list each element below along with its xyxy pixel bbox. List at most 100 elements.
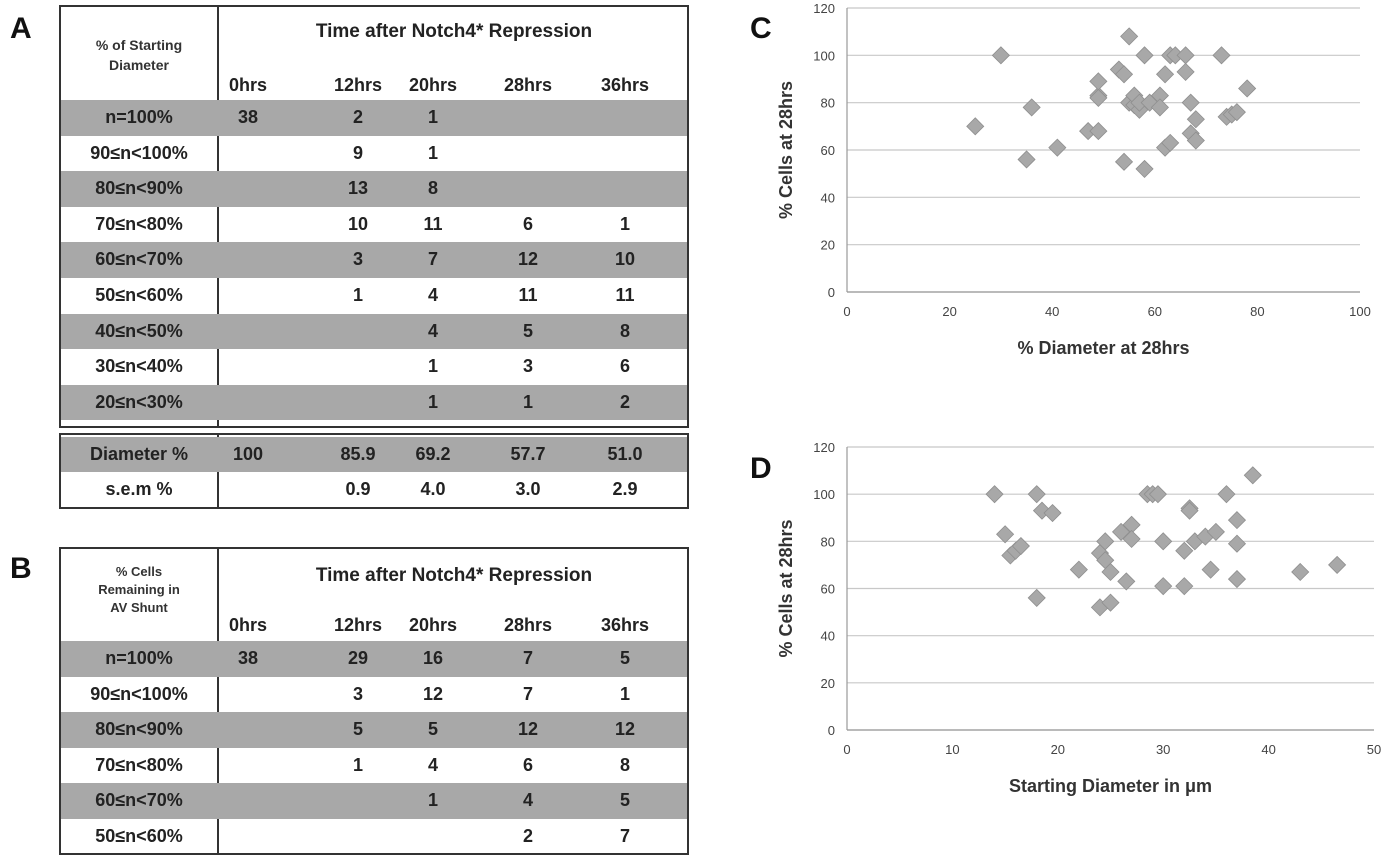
table-row: 80≤n<90% 5 5 12 12 [61,712,687,748]
table-cell: 100 [232,444,264,464]
row-label: 70≤n<80% [95,213,183,234]
table-cell [580,171,670,207]
x-tick-label: 30 [1156,742,1170,757]
x-tick-label: 20 [1051,742,1065,757]
row-label: 90≤n<100% [90,683,188,704]
x-tick-label: 0 [843,304,850,319]
data-point [1027,485,1046,504]
table-cell [483,100,573,136]
table-cell: 2 [619,391,630,412]
x-tick-label: 20 [942,304,956,319]
table-cell: 7 [619,825,630,846]
data-point [1154,577,1173,596]
row-label: n=100% [105,648,173,668]
x-tick-label: 40 [1261,742,1275,757]
table-row: s.e.m % 0.9 4.0 3.0 2.9 [61,472,687,507]
table-cell: 69.2 [415,444,451,464]
table-cell: 3 [352,249,363,270]
data-point [1096,532,1115,551]
data-point [1032,501,1052,520]
table-cell [203,349,293,385]
table-cell: 6 [619,356,630,377]
data-point [1027,588,1046,607]
table-cell: 4.0 [420,479,446,499]
data-point [1175,577,1194,596]
table-cell: 5 [619,648,630,668]
data-point [1154,532,1173,551]
table-title: Time after Notch4* Repression [315,565,593,586]
table-cell [203,242,293,278]
x-tick-label: 100 [1349,304,1371,319]
data-point [1143,485,1162,504]
table-row: 30≤n<40% 1 3 6 [61,349,687,385]
row-label: 80≤n<90% [95,178,183,199]
data-point [1161,133,1180,152]
y-tick-label: 100 [813,487,835,502]
data-point [1001,546,1020,565]
data-point [1117,572,1136,591]
table-cell: 4 [427,285,438,305]
data-point [1111,522,1131,541]
data-point [1120,93,1139,112]
y-axis-label: % Cells at 28hrs [776,81,796,219]
time-column-header: 28hrs [503,75,553,95]
time-column-header: 12hrs [333,75,383,95]
data-point [1048,138,1067,157]
table-cell: 2 [522,825,533,846]
y-tick-label: 80 [821,96,835,111]
table-cell: 1 [427,391,438,412]
time-column-header: 20hrs [408,75,458,95]
header-label-line: % of Starting [95,37,183,53]
table-title: Time after Notch4* Repression [315,21,593,42]
data-point [1109,60,1128,79]
table-cell: 1 [427,790,438,810]
data-point [1238,79,1257,98]
table-cell [203,712,293,748]
data-point [1130,100,1149,119]
table-cell: 8 [619,754,630,775]
data-point [1120,27,1139,46]
table-row: Diameter % 100 85.9 69.2 57.7 51.0 [61,437,687,472]
data-point [991,46,1010,65]
table-cell: 11 [518,285,538,305]
data-point [1125,95,1144,115]
table-cell [203,207,293,243]
y-tick-label: 40 [821,629,835,644]
data-point [1079,122,1098,141]
table-cell: 12 [422,683,444,704]
diameter-table: % of Starting Diameter Time after Notch4… [59,5,689,428]
data-point [1069,560,1088,579]
row-label: 80≤n<90% [95,719,183,739]
data-point [1011,536,1030,556]
table-cell: 7 [522,683,533,704]
time-column-header: 20hrs [408,615,458,635]
table-cell: 3.0 [515,479,541,499]
data-point [1227,103,1246,122]
header-label-line: % Cells [115,564,163,579]
table-cell: 4 [427,754,438,775]
table-cell: 4 [427,320,438,341]
table-cell [580,136,670,172]
y-tick-label: 80 [821,534,835,549]
table-row: 50≤n<60% 1 4 11 11 [61,278,687,314]
data-point [1089,122,1108,141]
data-point [1227,511,1247,530]
table-cell: 12 [517,719,539,739]
table-cell: 7 [522,648,533,668]
data-point [1122,515,1141,534]
table-cell: 1 [619,683,630,704]
table-cell: 1 [427,356,438,377]
table-cell: 11 [423,213,443,234]
cells-remaining-table: % Cells Remaining in AV Shunt Time after… [59,547,689,855]
table-cell: 8 [619,320,630,341]
data-point [1006,541,1025,560]
table-cell [203,677,293,713]
data-point [1185,532,1204,551]
data-point [1089,86,1108,105]
data-point [1150,86,1169,105]
x-tick-label: 10 [945,742,959,757]
table-cell: 51.0 [607,444,643,464]
table-row: n=100% 38 2 1 [61,100,687,136]
data-point [1227,570,1247,589]
row-label: 70≤n<80% [95,754,183,775]
